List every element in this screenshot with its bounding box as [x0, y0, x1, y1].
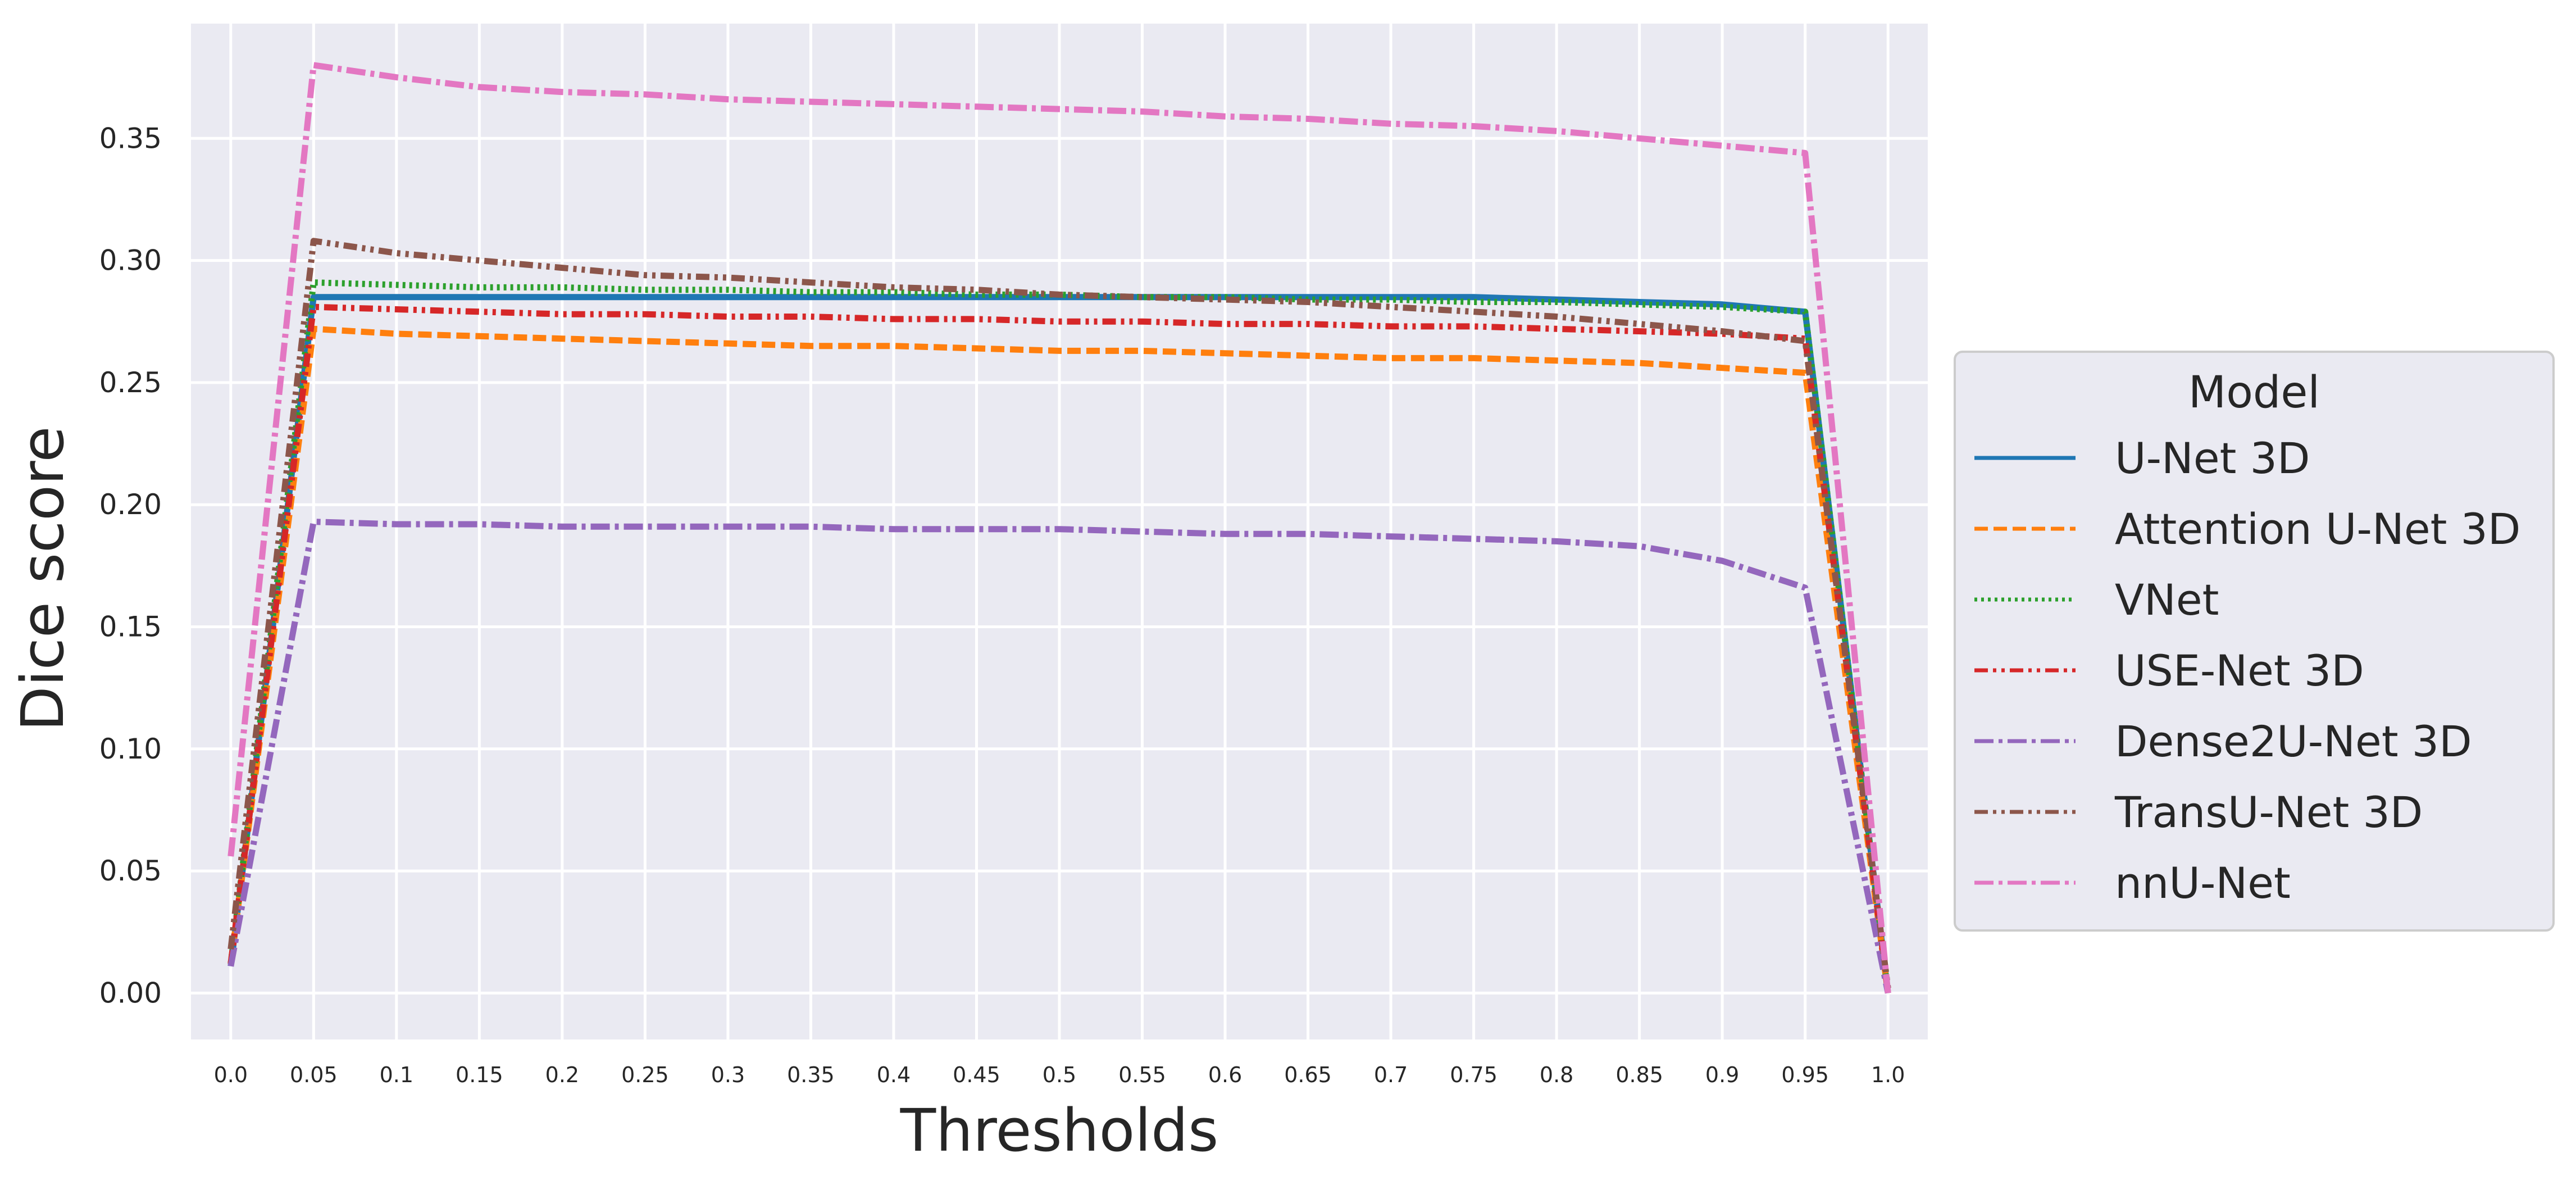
x-tick-label: 0.0 — [214, 1063, 248, 1087]
y-tick-label: 0.25 — [99, 366, 162, 399]
x-tick-label: 0.8 — [1540, 1063, 1573, 1087]
x-tick-label: 0.9 — [1705, 1063, 1739, 1087]
y-tick-label: 0.35 — [99, 122, 162, 155]
y-ticks: 0.00 0.05 0.10 0.15 0.20 0.25 0.30 0.35 — [99, 122, 162, 1009]
x-tick-label: 0.95 — [1781, 1063, 1829, 1087]
y-tick-label: 0.30 — [99, 244, 162, 277]
legend-title: Model — [2188, 367, 2320, 418]
y-tick-label: 0.05 — [99, 855, 162, 887]
series-line-4 — [227, 519, 1891, 994]
x-tick-label: 0.65 — [1284, 1063, 1332, 1087]
y-axis-label: Dice score — [8, 426, 77, 732]
series-line-3 — [227, 303, 1891, 994]
legend-label-4: Dense2U-Net 3D — [2115, 716, 2472, 766]
series-layer — [227, 62, 1891, 994]
legend-label-1: Attention U-Net 3D — [2115, 504, 2520, 554]
x-tick-label: 0.35 — [787, 1063, 835, 1087]
x-tick-label: 0.15 — [456, 1063, 503, 1087]
x-tick-label: 0.1 — [380, 1063, 413, 1087]
x-tick-label: 1.0 — [1871, 1063, 1905, 1087]
y-tick-label: 0.10 — [99, 733, 162, 765]
x-tick-label: 0.85 — [1615, 1063, 1663, 1087]
legend-label-3: USE-Net 3D — [2115, 646, 2364, 696]
x-tick-label: 0.3 — [711, 1063, 745, 1087]
x-tick-label: 0.5 — [1043, 1063, 1076, 1087]
y-tick-label: 0.15 — [99, 611, 162, 643]
x-tick-label: 0.25 — [621, 1063, 669, 1087]
series-line-6 — [227, 62, 1891, 993]
legend-label-5: TransU-Net 3D — [2114, 787, 2423, 837]
legend-label-0: U-Net 3D — [2115, 433, 2310, 483]
legend-label-6: nnU-Net — [2115, 858, 2291, 908]
series-line-5 — [227, 238, 1891, 989]
x-tick-label: 0.2 — [545, 1063, 579, 1087]
legend: Model U-Net 3D Attention U-Net 3D VNet USE-… — [1954, 351, 2555, 932]
x-tick-label: 0.55 — [1118, 1063, 1166, 1087]
x-ticks: 0.0 0.05 0.1 0.15 0.2 0.25 0.3 0.35 0.4 0.45 0.5 0.… — [214, 1063, 1905, 1087]
legend-label-2: VNet — [2115, 575, 2219, 625]
y-tick-label: 0.00 — [99, 977, 162, 1009]
x-tick-label: 0.6 — [1208, 1063, 1242, 1087]
x-tick-label: 0.75 — [1450, 1063, 1498, 1087]
x-tick-label: 0.4 — [877, 1063, 911, 1087]
x-tick-label: 0.7 — [1374, 1063, 1408, 1087]
legend-box — [1954, 351, 2555, 932]
x-tick-label: 0.05 — [290, 1063, 338, 1087]
x-tick-label: 0.45 — [953, 1063, 1000, 1087]
series-line-1 — [227, 325, 1891, 994]
x-axis-label: Thresholds — [900, 1096, 1219, 1165]
y-tick-label: 0.20 — [99, 488, 162, 521]
legend-items: U-Net 3D Attention U-Net 3D VNet USE-Net 3D… — [1974, 433, 2520, 908]
